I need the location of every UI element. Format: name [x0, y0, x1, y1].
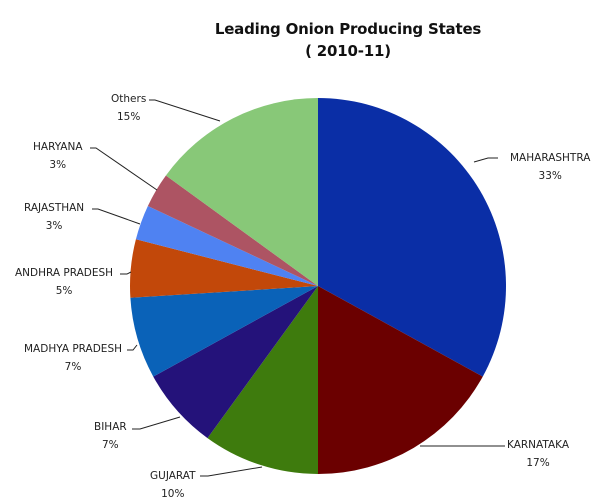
label-name: BIHAR: [94, 421, 127, 433]
pie-slice-gujarat: [207, 286, 318, 474]
label-pct: 3%: [49, 159, 67, 171]
pie-slice-haryana: [147, 175, 318, 286]
data-label-rajasthan: RAJASTHAN 3%: [24, 199, 84, 235]
data-label-madhya-pradesh: MADHYA PRADESH 7%: [24, 340, 122, 376]
leader-line-others: [149, 99, 221, 122]
label-pct: 17%: [526, 457, 550, 469]
pie-slice-rajasthan: [135, 205, 318, 286]
label-name: MAHARASHTRA: [510, 152, 591, 164]
leader-line-rajasthan: [92, 208, 141, 225]
pie-slice-bihar: [153, 286, 318, 439]
label-name: Others: [111, 93, 147, 105]
pie-slice-andhra-pradesh: [129, 239, 318, 298]
label-name: ANDHRA PRADESH: [15, 267, 114, 279]
chart-title: Leading Onion Producing States: [214, 20, 482, 38]
label-pct: 7%: [64, 361, 82, 373]
leader-line-bihar: [132, 416, 181, 430]
data-label-bihar: BIHAR 7%: [94, 418, 127, 454]
data-label-gujarat: GUJARAT 10%: [150, 467, 196, 503]
label-pct: 3%: [45, 220, 63, 232]
label-pct: 7%: [102, 439, 119, 451]
leader-line-madhya-pradesh: [127, 344, 138, 351]
leader-line-haryana: [90, 147, 158, 191]
data-label-maharashtra: MAHARASHTRA 33%: [510, 149, 590, 185]
label-pct: 15%: [116, 111, 141, 123]
pie-slice-karnataka: [318, 286, 483, 474]
pie-slice-others: [165, 98, 318, 286]
data-label-karnataka: KARNATAKA 17%: [507, 436, 569, 472]
label-pct: 5%: [55, 285, 73, 297]
label-pct: 10%: [161, 488, 185, 500]
pie-slice-maharashtra: [318, 98, 506, 377]
label-pct: 33%: [538, 170, 562, 182]
data-label-haryana: HARYANA 3%: [33, 138, 83, 174]
label-name: KARNATAKA: [507, 439, 570, 451]
label-name: HARYANA: [33, 141, 83, 153]
label-name: RAJASTHAN: [24, 202, 85, 214]
pie-slice-madhya-pradesh: [130, 286, 318, 377]
leader-line-maharashtra: [473, 157, 498, 163]
chart-subtitle: ( 2010-11): [305, 42, 391, 60]
label-name: MADHYA PRADESH: [24, 343, 123, 355]
label-name: GUJARAT: [150, 470, 196, 482]
data-label-others: Others 15%: [111, 90, 146, 126]
data-label-andhra-pradesh: ANDHRA PRADESH 5%: [15, 264, 113, 300]
leader-line-andhra-pradesh: [120, 271, 132, 275]
leader-line-gujarat: [200, 466, 263, 477]
